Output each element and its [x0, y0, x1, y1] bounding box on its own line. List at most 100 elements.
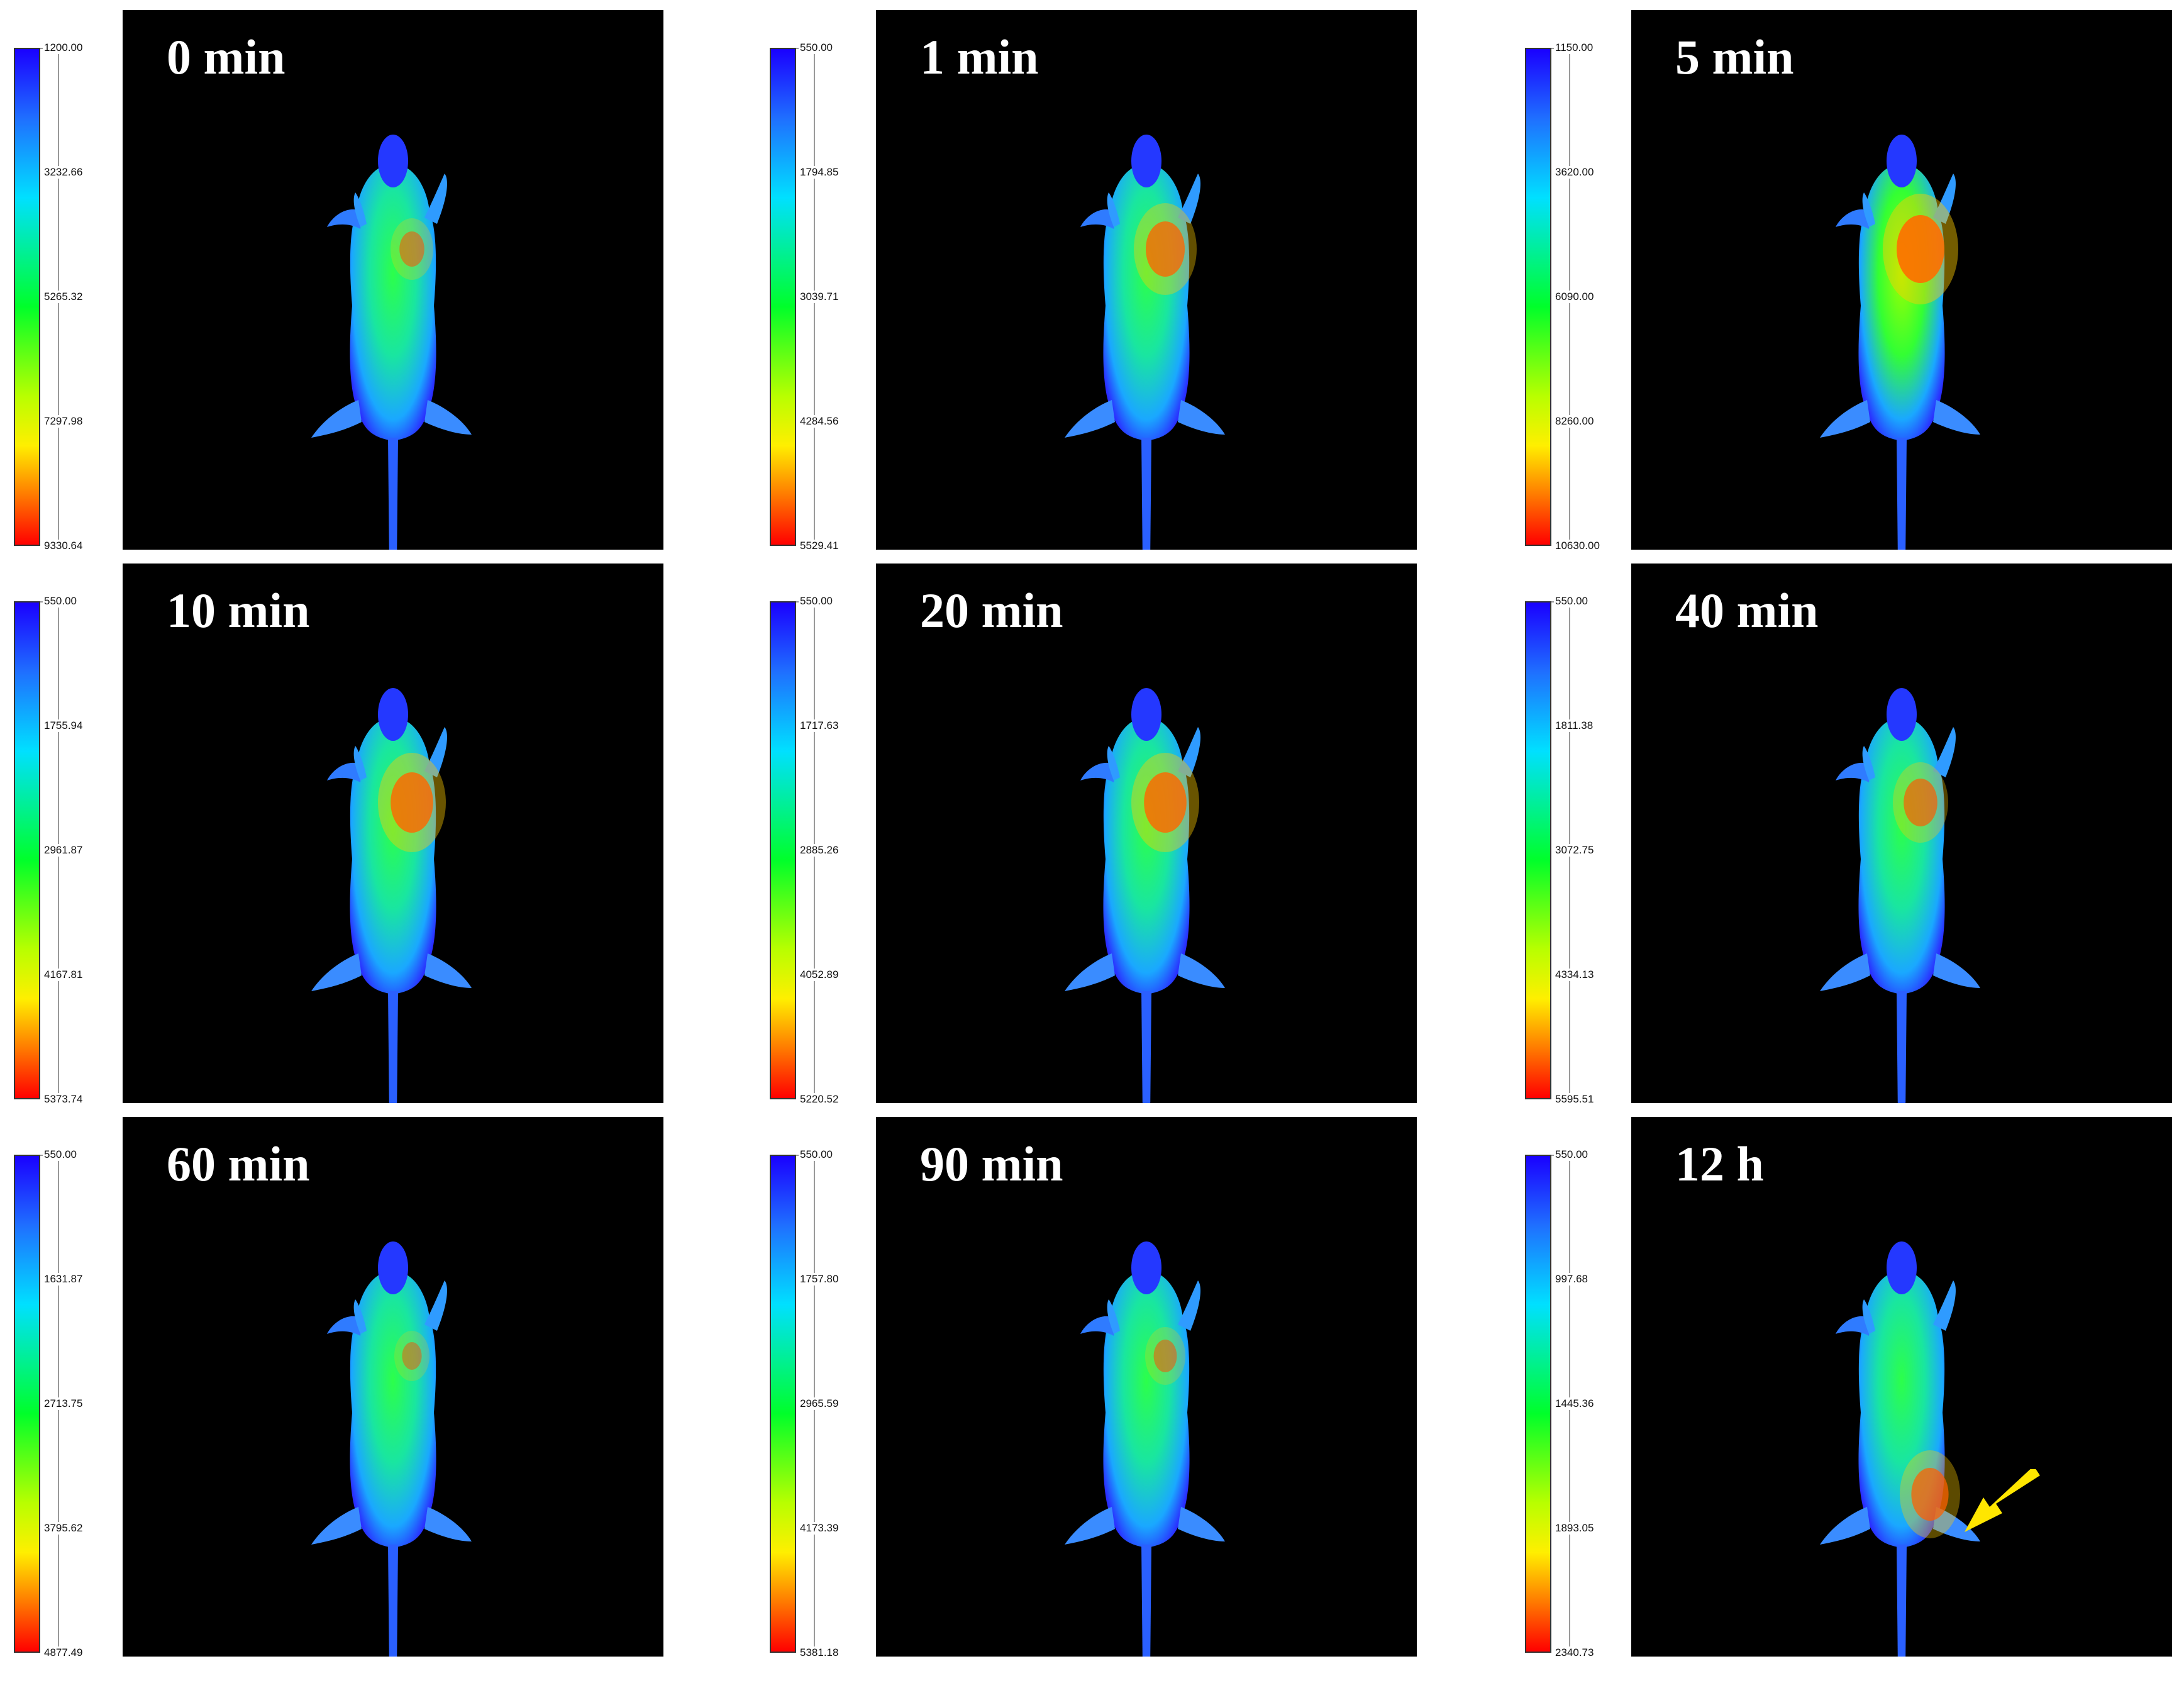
- mouse-tail: [1141, 1545, 1151, 1657]
- color-scale-bar: [770, 1155, 796, 1653]
- mouse-forelimb-left: [1107, 192, 1120, 227]
- mouse-forelimb-right: [1178, 174, 1200, 224]
- mouse-tail: [1897, 991, 1907, 1103]
- mouse-ear-left: [1836, 209, 1870, 229]
- mouse-tail: [1141, 438, 1151, 550]
- mouse-hindlimb-right: [1178, 1507, 1225, 1541]
- time-point-label: 12 h: [1675, 1136, 1764, 1191]
- mouse-forelimb-left: [353, 746, 367, 780]
- signal-hotspot: [399, 231, 424, 267]
- time-point-label: 60 min: [167, 1136, 310, 1191]
- color-scale: 550.00 1755.94 2961.87 4167.81 5373.74: [14, 595, 140, 1106]
- scale-tick-label: 4877.49: [43, 1646, 84, 1659]
- mouse-fluorescence-image: [1065, 1241, 1225, 1657]
- mouse-ear-left: [1080, 762, 1115, 782]
- signal-hotspot: [1897, 215, 1944, 283]
- scale-tick-label: 10630.00: [1554, 540, 1601, 552]
- signal-halo: [391, 218, 433, 280]
- mouse-body: [1858, 136, 1945, 441]
- mouse-fluorescence-image: [1065, 135, 1225, 550]
- scale-tick-label: 2961.87: [43, 844, 84, 857]
- signal-halo: [1883, 194, 1958, 304]
- mouse-fluorescence-image: [311, 1241, 472, 1657]
- time-point-label: 20 min: [920, 583, 1063, 638]
- mouse-hindlimb-right: [1178, 400, 1225, 435]
- mouse-body: [1858, 689, 1945, 994]
- signal-hotspot: [1904, 779, 1937, 826]
- signal-hotspot: [1911, 1468, 1949, 1521]
- mouse-fluorescence-image: [311, 688, 472, 1103]
- scale-tick-label: 3039.71: [799, 291, 840, 303]
- scale-tick-label: 1150.00: [1554, 42, 1595, 54]
- mouse-body: [350, 136, 436, 441]
- signal-halo: [378, 753, 446, 852]
- mouse-hindlimb-left: [1065, 953, 1115, 991]
- scale-tick-label: 4284.56: [799, 415, 840, 428]
- time-point-label: 1 min: [920, 30, 1039, 84]
- time-point-label: 90 min: [920, 1136, 1063, 1191]
- scale-tick-label: 5220.52: [799, 1093, 840, 1106]
- signal-hotspot: [402, 1342, 422, 1370]
- mouse-ear-left: [1080, 209, 1115, 229]
- color-scale: 550.00 1794.85 3039.71 4284.56 5529.41: [770, 42, 895, 552]
- color-scale-bar: [14, 1155, 40, 1653]
- mouse-body: [1103, 689, 1190, 994]
- signal-hotspot: [1153, 1340, 1177, 1372]
- color-scale-bar: [1525, 601, 1551, 1099]
- scale-tick-label: 550.00: [799, 595, 834, 608]
- mouse-fluorescence-image: [311, 135, 472, 550]
- mouse-hindlimb-right: [1178, 953, 1225, 988]
- arrow-shape: [1965, 1469, 2040, 1532]
- mouse-ear-left: [327, 209, 362, 229]
- scale-tick-label: 2713.75: [43, 1397, 84, 1410]
- scale-tick-label: 2885.26: [799, 844, 840, 857]
- color-scale: 1200.00 3232.66 5265.32 7297.98 9330.64: [14, 42, 140, 552]
- mouse-hindlimb-left: [1820, 1507, 1870, 1545]
- color-scale: 550.00 1717.63 2885.26 4052.89 5220.52: [770, 595, 895, 1106]
- signal-halo: [1134, 203, 1197, 295]
- time-point-label: 40 min: [1675, 583, 1819, 638]
- mouse-body: [350, 1243, 436, 1548]
- scale-tick-label: 4167.81: [43, 969, 84, 981]
- scale-tick-label: 2965.59: [799, 1397, 840, 1410]
- imaging-panel: 20 min: [876, 564, 1417, 1103]
- scale-tick-label: 5529.41: [799, 540, 840, 552]
- mouse-tail: [1897, 438, 1907, 550]
- imaging-panel: 1 min: [876, 10, 1417, 550]
- scale-tick-label: 997.68: [1554, 1273, 1589, 1285]
- scale-tick-label: 1631.87: [43, 1273, 84, 1285]
- color-scale: 1150.00 3620.00 6090.00 8260.00 10630.00: [1525, 42, 1651, 552]
- imaging-panel: 10 min: [123, 564, 663, 1103]
- scale-tick-label: 1200.00: [43, 42, 84, 54]
- mouse-head: [1131, 1241, 1161, 1294]
- scale-tick-label: 5595.51: [1554, 1093, 1595, 1106]
- color-scale-bar: [1525, 48, 1551, 546]
- scale-tick-label: 1893.05: [1554, 1522, 1595, 1535]
- imaging-panel: 40 min: [1631, 564, 2172, 1103]
- scale-tick-label: 1755.94: [43, 719, 84, 732]
- mouse-forelimb-right: [1933, 174, 1956, 224]
- mouse-body: [1103, 136, 1190, 441]
- mouse-head: [378, 1241, 408, 1294]
- mouse-forelimb-left: [353, 1299, 367, 1334]
- mouse-ear-left: [1836, 1316, 1870, 1336]
- mouse-ear-left: [1836, 762, 1870, 782]
- signal-halo: [1893, 762, 1948, 843]
- scale-tick-label: 7297.98: [43, 415, 84, 428]
- mouse-tail: [1897, 1545, 1907, 1657]
- signal-hotspot: [391, 772, 433, 833]
- scale-tick-label: 1794.85: [799, 166, 840, 179]
- signal-halo: [394, 1331, 430, 1381]
- imaging-panel: 5 min: [1631, 10, 2172, 550]
- mouse-body: [1103, 1243, 1190, 1548]
- mouse-forelimb-right: [1178, 1280, 1200, 1331]
- mouse-hindlimb-left: [311, 1507, 362, 1545]
- color-scale-bar: [770, 48, 796, 546]
- scale-tick-label: 550.00: [1554, 595, 1589, 608]
- mouse-tail: [388, 1545, 398, 1657]
- mouse-forelimb-right: [424, 727, 447, 777]
- scale-tick-label: 6090.00: [1554, 291, 1595, 303]
- signal-halo: [1131, 753, 1199, 852]
- mouse-ear-left: [327, 762, 362, 782]
- time-point-label: 0 min: [167, 30, 285, 84]
